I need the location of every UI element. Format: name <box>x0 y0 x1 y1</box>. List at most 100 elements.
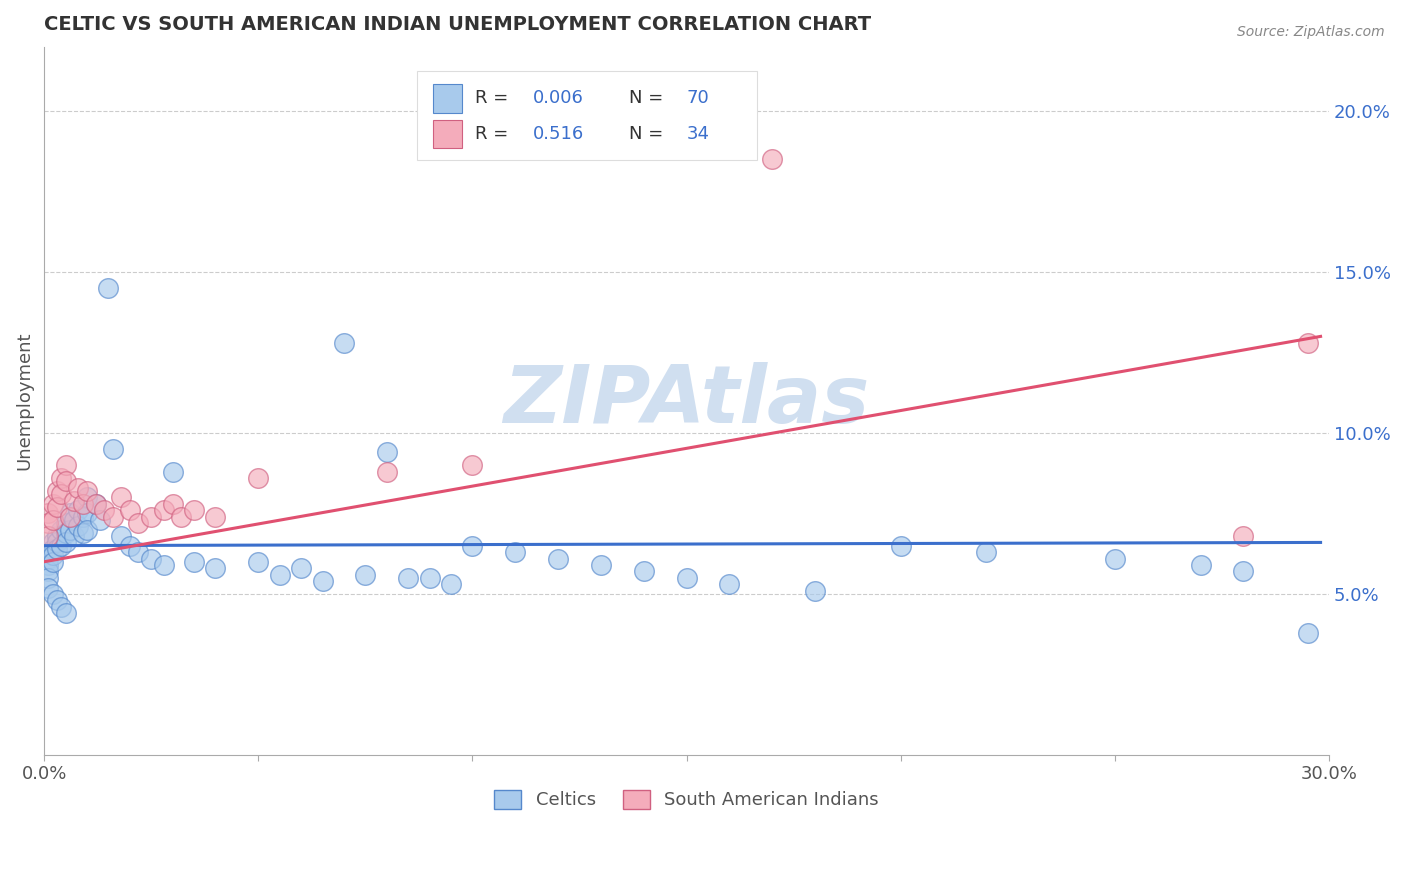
Point <box>141 551 163 566</box>
Point <box>396 571 419 585</box>
Point <box>589 558 612 572</box>
Point <box>976 545 998 559</box>
Point <box>37 529 59 543</box>
Text: Source: ZipAtlas.com: Source: ZipAtlas.com <box>1237 25 1385 39</box>
Point <box>51 487 73 501</box>
Point <box>110 491 132 505</box>
Point <box>183 503 205 517</box>
Point <box>55 516 77 530</box>
Point <box>89 513 111 527</box>
Text: N =: N = <box>628 125 669 143</box>
Point <box>63 513 86 527</box>
Point <box>311 574 333 588</box>
Point <box>101 509 124 524</box>
Point <box>633 565 655 579</box>
Point <box>118 539 141 553</box>
Point <box>41 549 63 563</box>
Point <box>37 581 59 595</box>
Point <box>67 481 90 495</box>
Point <box>72 497 94 511</box>
Point <box>41 535 63 549</box>
Point <box>59 523 82 537</box>
Point <box>84 497 107 511</box>
Point <box>675 571 697 585</box>
Point <box>51 471 73 485</box>
Point <box>127 516 149 530</box>
Point <box>46 541 69 556</box>
Point <box>67 519 90 533</box>
Point <box>375 465 398 479</box>
Text: 0.516: 0.516 <box>533 125 583 143</box>
Point <box>37 551 59 566</box>
Point <box>290 561 312 575</box>
Point <box>46 500 69 514</box>
Point <box>204 561 226 575</box>
Point <box>1189 558 1212 572</box>
Point <box>127 545 149 559</box>
Point <box>37 558 59 572</box>
Point <box>440 577 463 591</box>
Point <box>84 497 107 511</box>
Point <box>1232 529 1254 543</box>
Point <box>76 491 98 505</box>
Point <box>37 507 59 521</box>
Point <box>761 153 783 167</box>
Point <box>41 497 63 511</box>
Bar <box>433 120 461 148</box>
Point <box>76 483 98 498</box>
Point <box>37 545 59 559</box>
Point <box>37 565 59 579</box>
Text: R =: R = <box>475 89 513 107</box>
Point <box>118 503 141 517</box>
Text: 34: 34 <box>686 125 710 143</box>
FancyBboxPatch shape <box>416 71 758 160</box>
Point <box>461 458 484 472</box>
Point <box>55 607 77 621</box>
Point <box>72 509 94 524</box>
Point <box>55 458 77 472</box>
Point <box>1104 551 1126 566</box>
Bar <box>433 84 461 112</box>
Point <box>162 497 184 511</box>
Text: R =: R = <box>475 125 513 143</box>
Point <box>503 545 526 559</box>
Point <box>59 507 82 521</box>
Point <box>55 535 77 549</box>
Point <box>718 577 741 591</box>
Point <box>46 529 69 543</box>
Point <box>153 558 176 572</box>
Point <box>63 493 86 508</box>
Point <box>1296 335 1319 350</box>
Text: ZIPAtlas: ZIPAtlas <box>503 362 870 440</box>
Point <box>162 465 184 479</box>
Point <box>55 475 77 489</box>
Point <box>72 525 94 540</box>
Point <box>76 507 98 521</box>
Point <box>41 555 63 569</box>
Text: CELTIC VS SOUTH AMERICAN INDIAN UNEMPLOYMENT CORRELATION CHART: CELTIC VS SOUTH AMERICAN INDIAN UNEMPLOY… <box>44 15 872 34</box>
Point <box>59 509 82 524</box>
Point <box>46 483 69 498</box>
Point <box>101 442 124 456</box>
Point <box>547 551 569 566</box>
Text: N =: N = <box>628 89 669 107</box>
Point <box>41 513 63 527</box>
Point <box>1296 625 1319 640</box>
Point <box>37 571 59 585</box>
Point <box>55 525 77 540</box>
Point <box>204 509 226 524</box>
Point <box>46 593 69 607</box>
Point <box>269 567 291 582</box>
Point <box>41 541 63 556</box>
Point <box>51 539 73 553</box>
Point <box>76 523 98 537</box>
Point <box>67 503 90 517</box>
Point <box>461 539 484 553</box>
Point <box>51 523 73 537</box>
Point <box>97 281 120 295</box>
Y-axis label: Unemployment: Unemployment <box>15 332 32 470</box>
Point <box>41 587 63 601</box>
Point <box>804 583 827 598</box>
Point <box>890 539 912 553</box>
Point <box>375 445 398 459</box>
